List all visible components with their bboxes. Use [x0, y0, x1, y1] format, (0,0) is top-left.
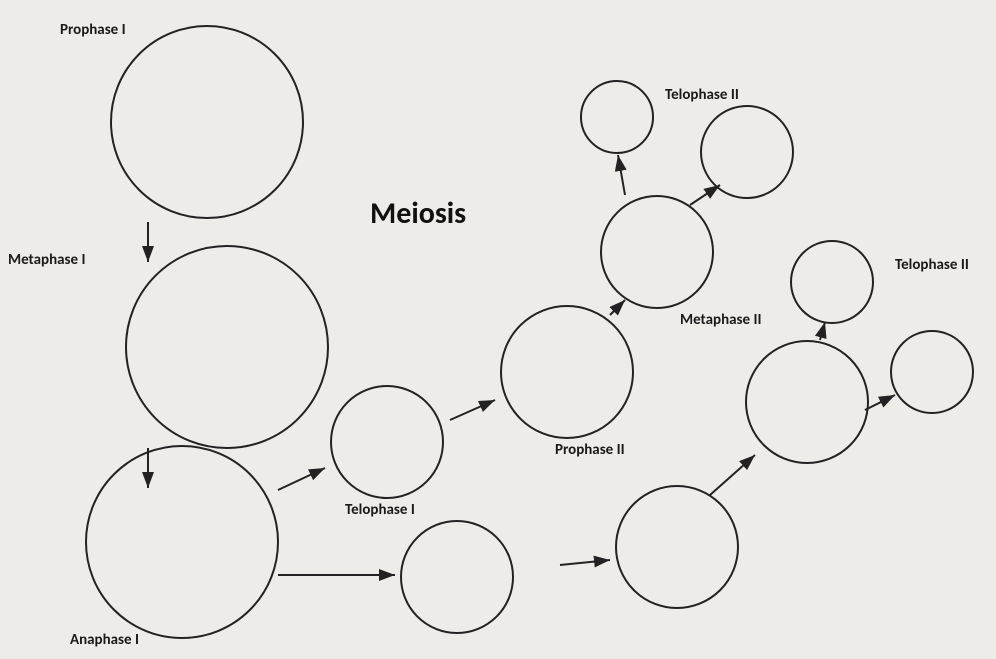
cell-circle-meta2small [790, 240, 874, 324]
arrow-p2b_to_m2b [710, 455, 755, 495]
cell-circle-metaphase1 [125, 245, 329, 449]
cell-circle-telophase2a [580, 80, 654, 154]
arrow-t1a_to_p2a [450, 400, 495, 420]
phase-label-anaphase1: Anaphase I [70, 631, 139, 649]
diagram-title: Meiosis [370, 195, 466, 232]
cell-circle-prophase2a [500, 305, 634, 439]
phase-label-metaphase2: Metaphase II [680, 311, 761, 329]
arrow-m2b_to_small [820, 322, 825, 340]
arrow-t1b_to_p2b [560, 560, 610, 565]
arrow-m2b_to_t2c [865, 395, 895, 410]
diagram-stage: Prophase I Metaphase I Anaphase I Telophase… [0, 0, 996, 659]
cell-circle-telophase2b [700, 105, 794, 199]
arrow-anaphase1_to_t1a [278, 468, 325, 490]
cell-circle-anaphase1 [85, 445, 279, 639]
cell-circle-telophase2c [890, 330, 974, 414]
cell-circle-prophase1 [110, 25, 304, 219]
phase-label-prophase2: Prophase II [555, 441, 625, 459]
cell-circle-prophase2b [615, 485, 739, 609]
cell-circle-telophase1b [400, 520, 514, 634]
cell-circle-metaphase2b [745, 340, 869, 464]
cell-circle-metaphase2a [600, 195, 714, 309]
arrow-m2a_to_t2a [618, 155, 625, 195]
phase-label-telophase2right: Telophase II [895, 256, 969, 274]
phase-label-metaphase1: Metaphase I [8, 251, 85, 269]
arrow-m2a_to_t2b [690, 185, 720, 205]
phase-label-prophase1: Prophase I [60, 21, 126, 39]
phase-label-telophase1: Telophase I [345, 501, 415, 519]
phase-label-telophase2top: Telophase II [665, 86, 739, 104]
cell-circle-telophase1a [330, 385, 444, 499]
arrow-p2a_to_m2a [610, 300, 625, 315]
